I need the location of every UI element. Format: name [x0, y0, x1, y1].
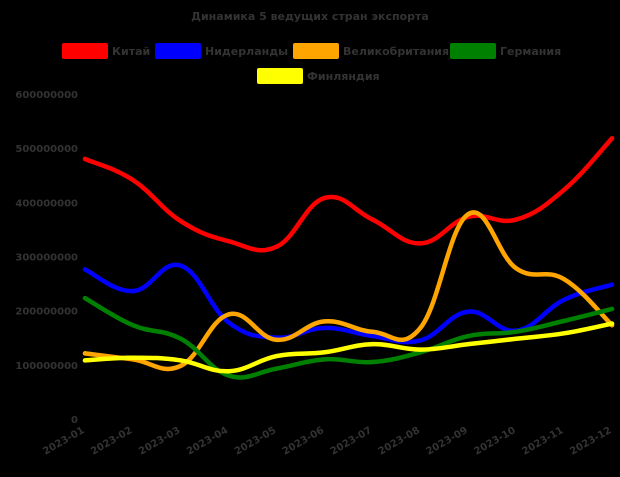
- legend-swatch: [257, 68, 303, 84]
- chart-title: Динамика 5 ведущих стран экспорта: [191, 10, 429, 23]
- data-point: [609, 136, 615, 141]
- data-point: [561, 318, 567, 324]
- data-point: [561, 187, 567, 192]
- data-point: [82, 267, 88, 272]
- data-point: [418, 325, 423, 331]
- x-tick-label: 2023-07: [329, 425, 374, 457]
- data-point: [370, 217, 375, 222]
- data-point: [561, 331, 567, 336]
- data-point: [513, 266, 519, 271]
- data-point: [178, 219, 184, 224]
- data-point: [82, 156, 88, 162]
- data-point: [130, 288, 136, 294]
- data-point: [322, 350, 327, 355]
- legend-swatch: [293, 43, 339, 59]
- legend-swatch: [450, 43, 496, 59]
- x-tick-label: 2023-01: [41, 425, 86, 457]
- legend-label: Нидерланды: [205, 45, 288, 58]
- y-tick-label: 300000000: [15, 253, 78, 264]
- legend-swatch: [62, 43, 108, 59]
- x-tick-label: 2023-08: [377, 425, 422, 457]
- data-point: [274, 353, 279, 359]
- x-tick-label: 2023-04: [185, 425, 230, 457]
- data-point: [513, 336, 519, 341]
- data-point: [178, 363, 184, 369]
- data-point: [178, 358, 184, 363]
- data-point: [370, 329, 375, 334]
- series-line-3: [82, 295, 615, 380]
- data-point: [418, 338, 423, 343]
- data-point: [322, 195, 327, 201]
- y-tick-label: 600000000: [15, 90, 78, 101]
- data-point: [226, 239, 231, 244]
- series-line-0: [82, 136, 615, 253]
- data-point: [82, 351, 88, 356]
- data-point: [226, 312, 231, 317]
- data-point: [513, 217, 519, 222]
- data-point: [418, 347, 423, 352]
- data-point: [274, 337, 279, 343]
- data-point: [418, 241, 423, 246]
- y-tick-label: 200000000: [15, 307, 78, 318]
- x-tick-label: 2023-12: [568, 425, 613, 457]
- y-tick-label: 100000000: [15, 361, 78, 372]
- x-axis: 2023-01 2023-02 2023-03 2023-04 2023-05 2023-…: [41, 425, 613, 457]
- y-tick-label: 500000000: [15, 144, 78, 155]
- data-point: [226, 320, 231, 325]
- x-tick-label: 2023-09: [425, 425, 470, 457]
- legend-swatch: [155, 43, 201, 59]
- x-tick-label: 2023-02: [89, 425, 134, 457]
- series-layer: [82, 136, 615, 380]
- data-point: [513, 329, 519, 334]
- data-point: [609, 306, 615, 312]
- data-point: [466, 333, 471, 339]
- data-point: [370, 333, 375, 339]
- data-point: [466, 341, 471, 347]
- data-point: [130, 355, 136, 360]
- data-point: [561, 276, 567, 282]
- data-point: [82, 358, 88, 363]
- legend: Китай Нидерланды Великобритания Германия Фин…: [62, 43, 561, 84]
- data-point: [178, 263, 184, 268]
- x-tick-label: 2023-06: [281, 425, 326, 457]
- data-point: [466, 309, 471, 314]
- data-point: [466, 211, 471, 217]
- x-tick-label: 2023-03: [137, 425, 182, 457]
- data-point: [322, 319, 327, 324]
- data-point: [226, 373, 231, 378]
- x-tick-label: 2023-10: [472, 425, 517, 457]
- data-point: [609, 282, 615, 287]
- y-axis: 0 100000000 200000000 300000000 400000000 500…: [15, 90, 78, 426]
- legend-label: Финляндия: [307, 70, 380, 83]
- x-tick-label: 2023-11: [520, 425, 565, 457]
- data-point: [322, 325, 327, 331]
- data-point: [322, 357, 327, 362]
- data-point: [370, 341, 375, 347]
- x-tick-label: 2023-05: [233, 425, 278, 457]
- data-point: [609, 321, 615, 326]
- data-point: [130, 177, 136, 183]
- series-line-4: [82, 321, 615, 374]
- legend-label: Китай: [112, 45, 150, 58]
- data-point: [370, 359, 375, 365]
- legend-label: Германия: [500, 45, 561, 58]
- data-point: [226, 369, 231, 374]
- data-point: [178, 336, 184, 341]
- data-point: [274, 244, 279, 249]
- data-point: [82, 295, 88, 301]
- data-point: [561, 297, 567, 302]
- data-point: [130, 323, 136, 328]
- y-tick-label: 400000000: [15, 198, 78, 209]
- y-tick-label: 0: [71, 415, 78, 426]
- data-point: [274, 366, 279, 371]
- legend-label: Великобритания: [343, 45, 449, 58]
